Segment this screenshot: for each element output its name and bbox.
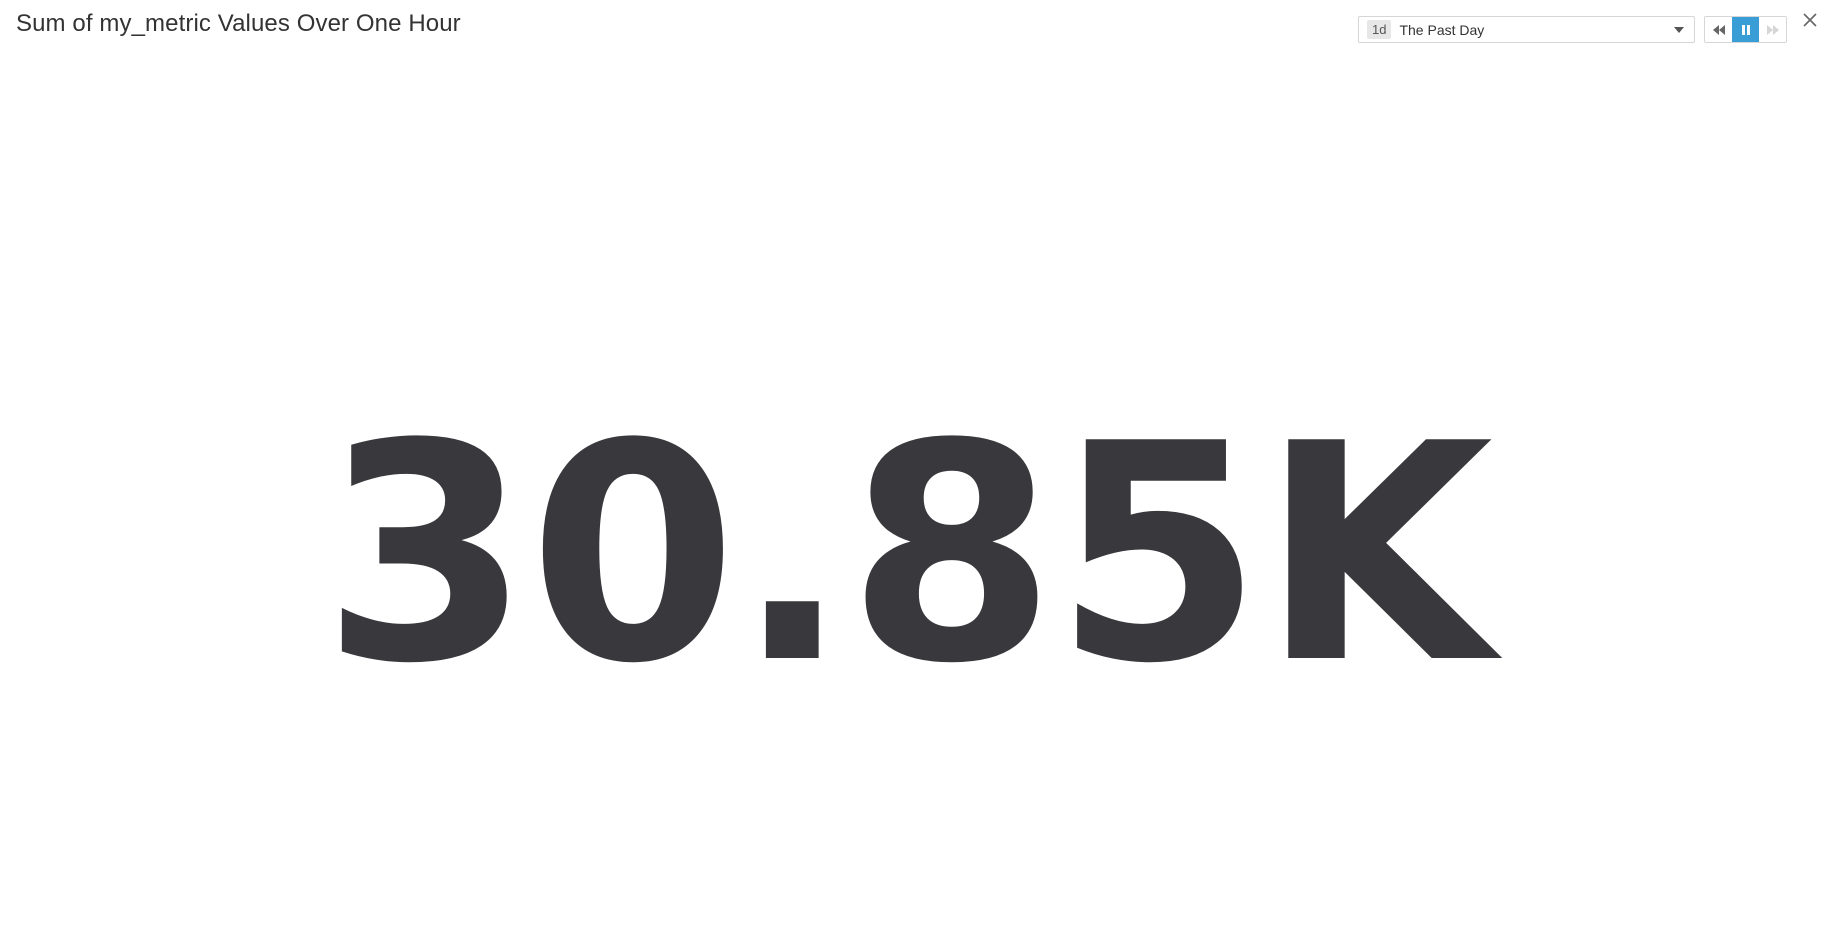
close-button[interactable]	[1799, 9, 1821, 31]
fast-forward-button[interactable]	[1759, 17, 1786, 42]
rewind-icon	[1712, 24, 1725, 35]
time-range-select[interactable]: 1d The Past Day	[1358, 16, 1695, 43]
pause-button[interactable]	[1732, 17, 1759, 42]
query-value: 30.85K	[321, 380, 1493, 729]
rewind-button[interactable]	[1705, 17, 1732, 42]
close-icon	[1803, 13, 1817, 27]
time-range-badge: 1d	[1367, 20, 1392, 39]
playback-controls	[1704, 16, 1787, 43]
fast-forward-icon	[1766, 24, 1779, 35]
time-range-label: The Past Day	[1399, 21, 1485, 38]
pause-icon	[1741, 24, 1750, 35]
chevron-down-icon[interactable]	[1674, 26, 1684, 33]
widget-title: Sum of my_metric Values Over One Hour	[16, 10, 461, 37]
